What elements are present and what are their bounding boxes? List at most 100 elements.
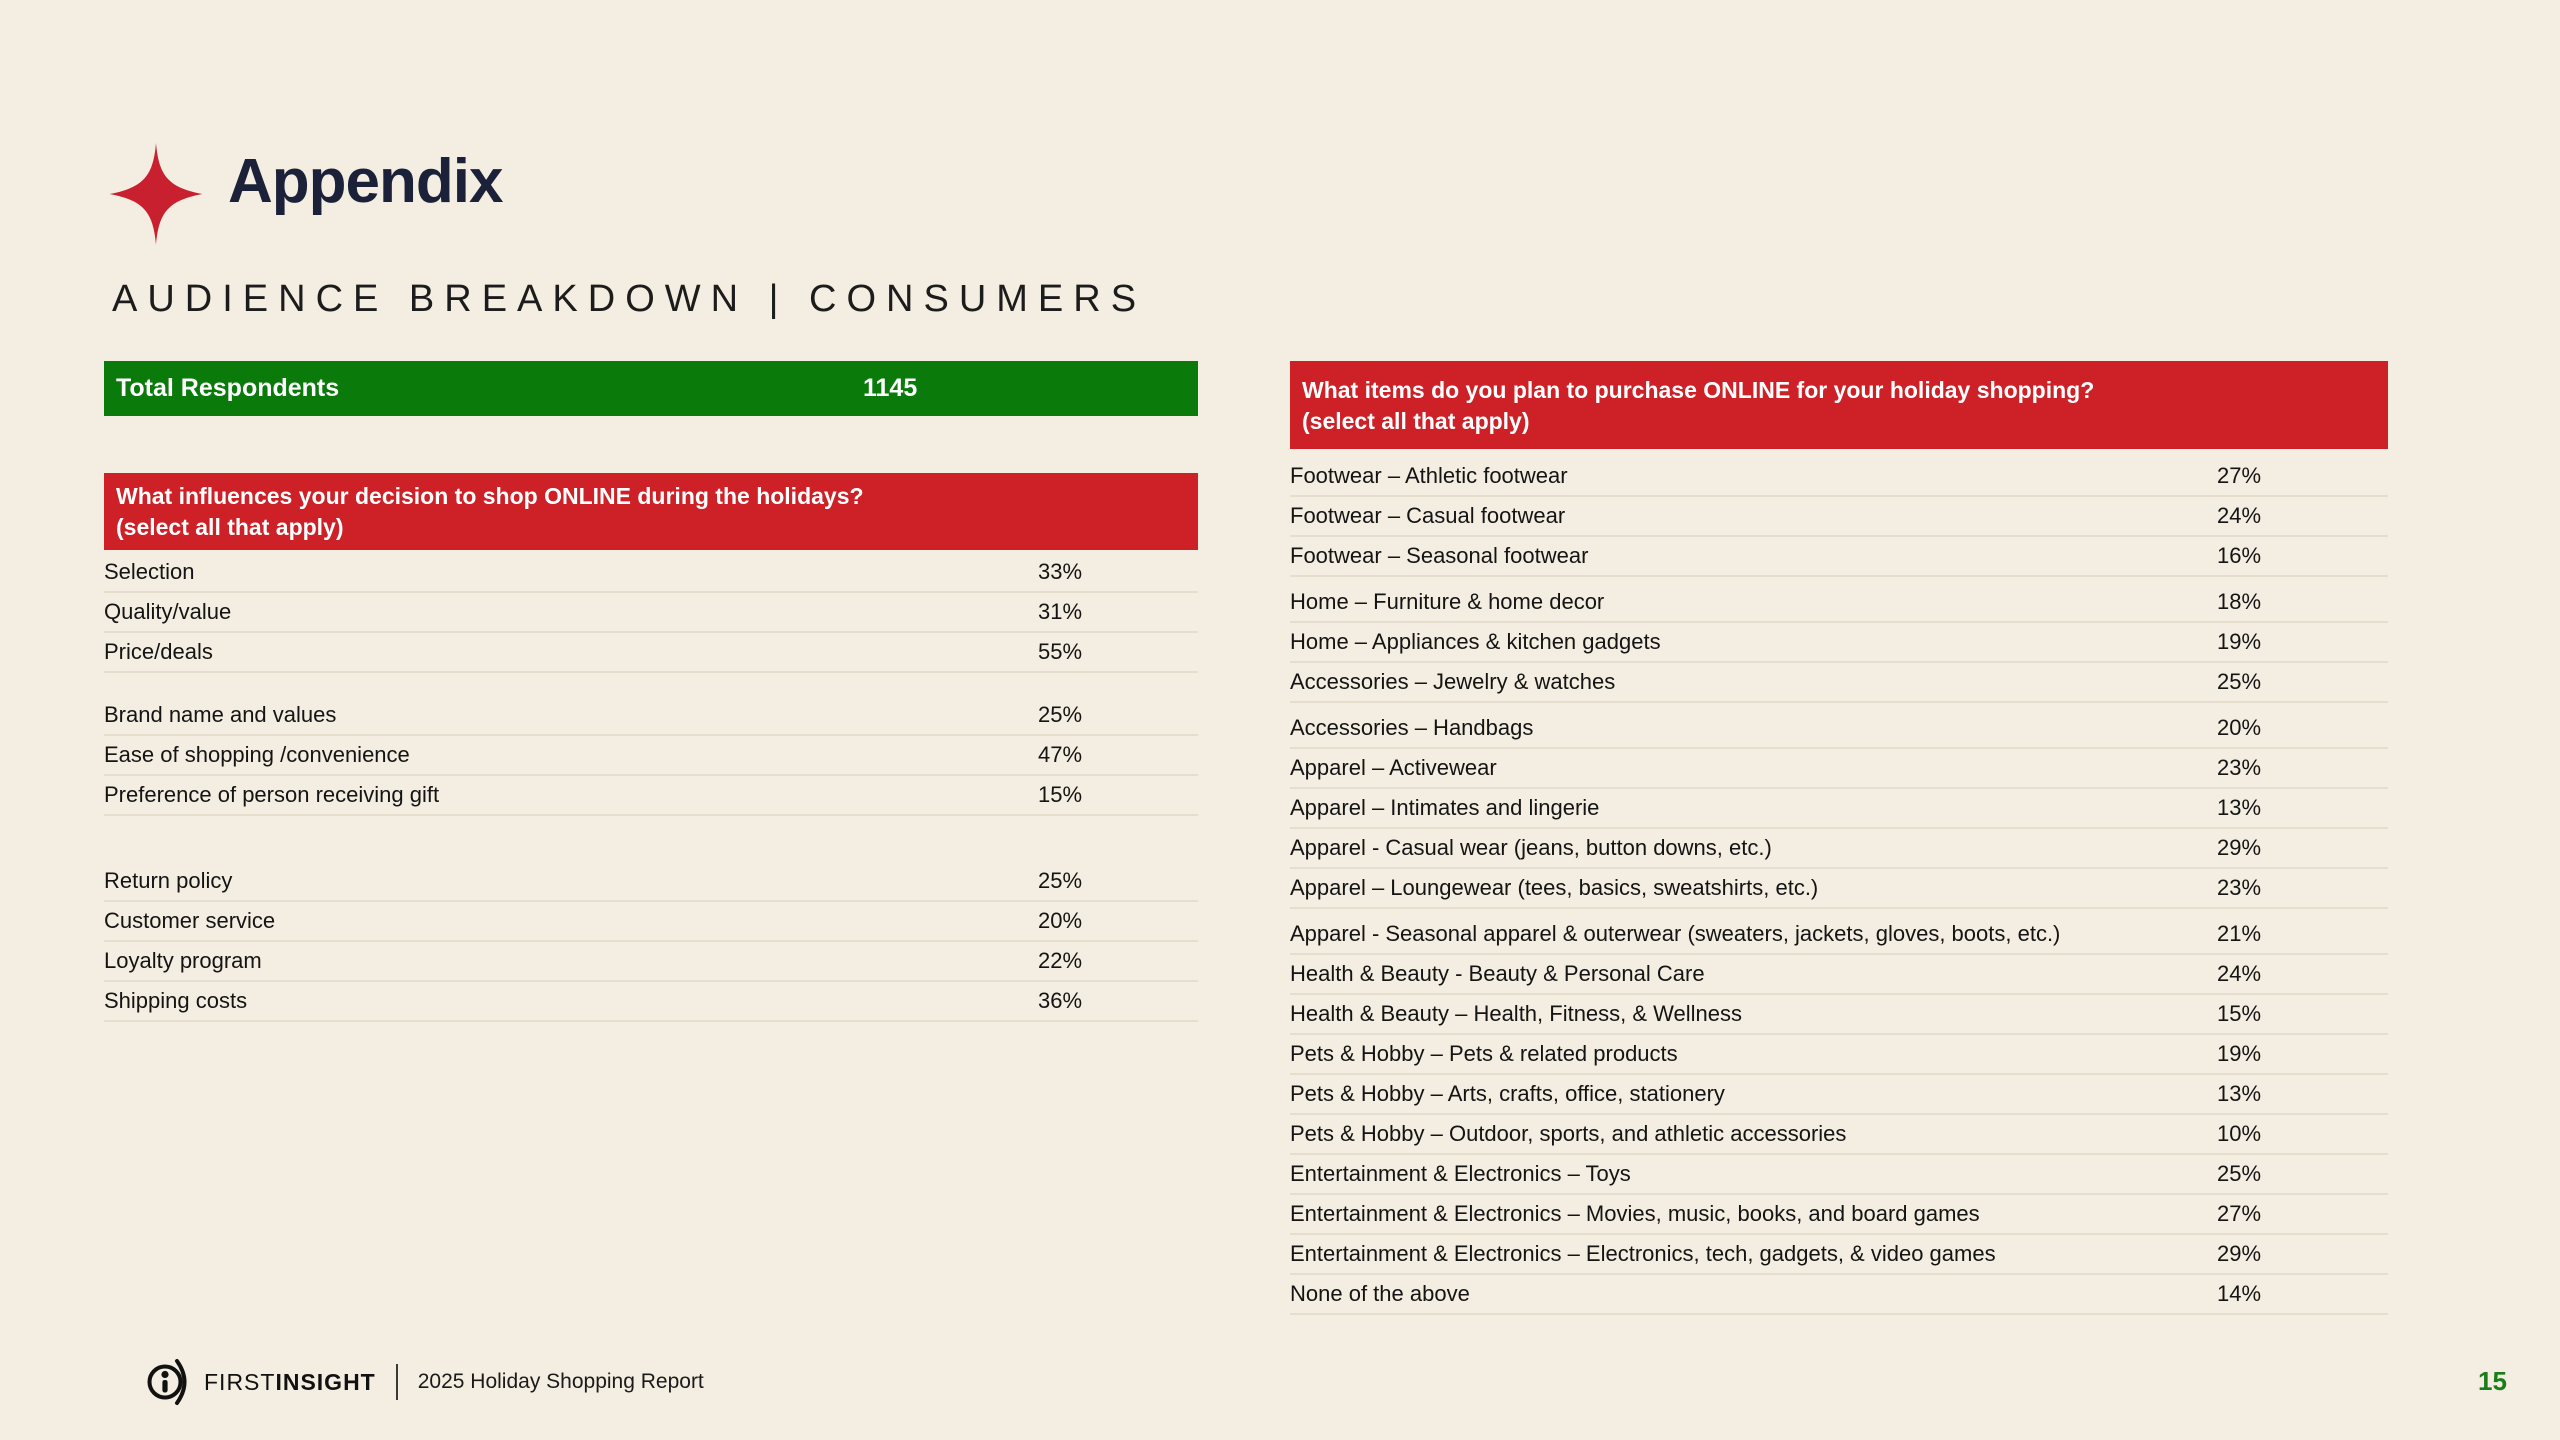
- table-row: Footwear – Athletic footwear 27%: [1290, 457, 2388, 497]
- brand-insight: INSIGHT: [275, 1368, 376, 1395]
- table-row: Accessories – Jewelry & watches 25%: [1290, 663, 2388, 703]
- row-value: 24%: [2217, 503, 2262, 528]
- table-row: Entertainment & Electronics – Toys 25%: [1290, 1155, 2388, 1195]
- row-value: 25%: [1038, 702, 1083, 727]
- row-label: Apparel – Activewear: [1290, 755, 1497, 780]
- question-line-2: (select all that apply): [116, 514, 344, 540]
- table-row: Apparel - Seasonal apparel & outerwear (…: [1290, 915, 2388, 955]
- table-row: Apparel – Intimates and lingerie 13%: [1290, 789, 2388, 829]
- table-row: Selection 33%: [104, 553, 1198, 593]
- table-row: Quality/value 31%: [104, 593, 1198, 633]
- table-row: Customer service 20%: [104, 902, 1198, 942]
- row-label: Entertainment & Electronics – Toys: [1290, 1161, 1631, 1186]
- table-row: Price/deals 55%: [104, 633, 1198, 673]
- row-value: 14%: [2217, 1281, 2262, 1306]
- table-row: Ease of shopping /convenience 47%: [104, 736, 1198, 776]
- first-insight-logo-icon: [147, 1359, 187, 1405]
- table-row: None of the above 14%: [1290, 1275, 2388, 1315]
- row-label: Selection: [104, 559, 195, 584]
- row-value: 18%: [2217, 589, 2262, 614]
- table-row: Apparel - Casual wear (jeans, button dow…: [1290, 829, 2388, 869]
- row-value: 36%: [1038, 988, 1083, 1013]
- row-label: Footwear – Casual footwear: [1290, 503, 1566, 528]
- footer: FIRSTINSIGHT 2025 Holiday Shopping Repor…: [146, 1356, 704, 1408]
- row-label: Home – Appliances & kitchen gadgets: [1290, 629, 1661, 654]
- table-row: Loyalty program 22%: [104, 942, 1198, 982]
- row-label: Home – Furniture & home decor: [1290, 589, 1605, 614]
- total-respondents-label: Total Respondents: [116, 374, 340, 402]
- influences-table: Selection 33% Quality/value 31% Price/deals 5…: [104, 553, 1198, 1022]
- page-number: 15: [2478, 1366, 2507, 1396]
- row-label: Preference of person receiving gift: [104, 782, 440, 807]
- row-value: 20%: [2217, 715, 2262, 740]
- table-row: Pets & Hobby – Pets & related products 19…: [1290, 1035, 2388, 1075]
- row-value: 21%: [2217, 921, 2262, 946]
- report-title: 2025 Holiday Shopping Report: [417, 1370, 704, 1393]
- row-value: 25%: [2217, 1161, 2262, 1186]
- row-label: Pets & Hobby – Outdoor, sports, and athl…: [1290, 1121, 1847, 1146]
- footer-divider: [395, 1364, 398, 1400]
- row-label: Entertainment & Electronics – Movies, mu…: [1290, 1201, 1980, 1226]
- total-respondents-value: 1145: [863, 374, 918, 402]
- purchase-items-table: Footwear – Athletic footwear 27% Footwear …: [1290, 457, 2388, 1315]
- table-row: Entertainment & Electronics – Electronic…: [1290, 1235, 2388, 1275]
- table-row: Shipping costs 36%: [104, 982, 1198, 1022]
- row-value: 29%: [2217, 1241, 2262, 1266]
- row-value: 10%: [2217, 1121, 2262, 1146]
- row-label: Health & Beauty – Health, Fitness, & Wel…: [1290, 1001, 1743, 1026]
- table-row: Pets & Hobby – Outdoor, sports, and athl…: [1290, 1115, 2388, 1155]
- row-label: Quality/value: [104, 599, 232, 624]
- table-row: Home – Furniture & home decor 18%: [1290, 583, 2388, 623]
- row-label: Price/deals: [104, 639, 213, 664]
- row-label: Shipping costs: [104, 988, 248, 1013]
- row-value: 47%: [1038, 742, 1083, 767]
- question-line-2: (select all that apply): [1302, 408, 1530, 434]
- row-value: 31%: [1038, 599, 1083, 624]
- row-value: 25%: [1038, 868, 1083, 893]
- row-value: 13%: [2217, 1081, 2262, 1106]
- table-row: Brand name and values 25%: [104, 696, 1198, 736]
- row-label: Ease of shopping /convenience: [104, 742, 410, 767]
- row-value: 33%: [1038, 559, 1083, 584]
- table-row: Footwear – Seasonal footwear 16%: [1290, 537, 2388, 577]
- row-value: 23%: [2217, 875, 2262, 900]
- row-value: 16%: [2217, 543, 2262, 568]
- row-label: Footwear – Seasonal footwear: [1290, 543, 1589, 568]
- row-value: 55%: [1038, 639, 1083, 664]
- table-row: Accessories – Handbags 20%: [1290, 709, 2388, 749]
- row-label: Loyalty program: [104, 948, 262, 973]
- row-value: 13%: [2217, 795, 2262, 820]
- row-value: 22%: [1038, 948, 1083, 973]
- table-row: Pets & Hobby – Arts, crafts, office, sta…: [1290, 1075, 2388, 1115]
- row-label: Footwear – Athletic footwear: [1290, 463, 1568, 488]
- table-row: Health & Beauty – Health, Fitness, & Wel…: [1290, 995, 2388, 1035]
- question-line-1: What influences your decision to shop ON…: [116, 483, 864, 509]
- row-value: 27%: [2217, 1201, 2262, 1226]
- row-value: 19%: [2217, 629, 2262, 654]
- row-label: Customer service: [104, 908, 276, 933]
- row-label: Apparel - Casual wear (jeans, button dow…: [1290, 835, 1772, 860]
- row-label: Brand name and values: [104, 702, 337, 727]
- row-label: Health & Beauty - Beauty & Personal Care: [1290, 961, 1705, 986]
- page-title: Appendix: [228, 147, 503, 216]
- table-row: Return policy 25%: [104, 862, 1198, 902]
- question-header-purchase-items: What items do you plan to purchase ONLIN…: [1290, 361, 2388, 449]
- row-value: 20%: [1038, 908, 1083, 933]
- row-value: 25%: [2217, 669, 2262, 694]
- question-line-1: What items do you plan to purchase ONLIN…: [1302, 377, 2095, 403]
- table-row: Footwear – Casual footwear 24%: [1290, 497, 2388, 537]
- row-label: Accessories – Jewelry & watches: [1290, 669, 1616, 694]
- sparkle-diamond-icon: [109, 143, 203, 245]
- brand-first: FIRST: [204, 1368, 276, 1395]
- row-value: 19%: [2217, 1041, 2262, 1066]
- page-subtitle: AUDIENCE BREAKDOWN | CONSUMERS: [112, 278, 1147, 320]
- row-value: 27%: [2217, 463, 2262, 488]
- row-label: Apparel – Loungewear (tees, basics, swea…: [1290, 875, 1819, 900]
- row-label: Accessories – Handbags: [1290, 715, 1534, 740]
- row-value: 15%: [1038, 782, 1083, 807]
- table-row: Entertainment & Electronics – Movies, mu…: [1290, 1195, 2388, 1235]
- row-label: Pets & Hobby – Pets & related products: [1290, 1041, 1678, 1066]
- row-value: 24%: [2217, 961, 2262, 986]
- table-row: Apparel – Loungewear (tees, basics, swea…: [1290, 869, 2388, 909]
